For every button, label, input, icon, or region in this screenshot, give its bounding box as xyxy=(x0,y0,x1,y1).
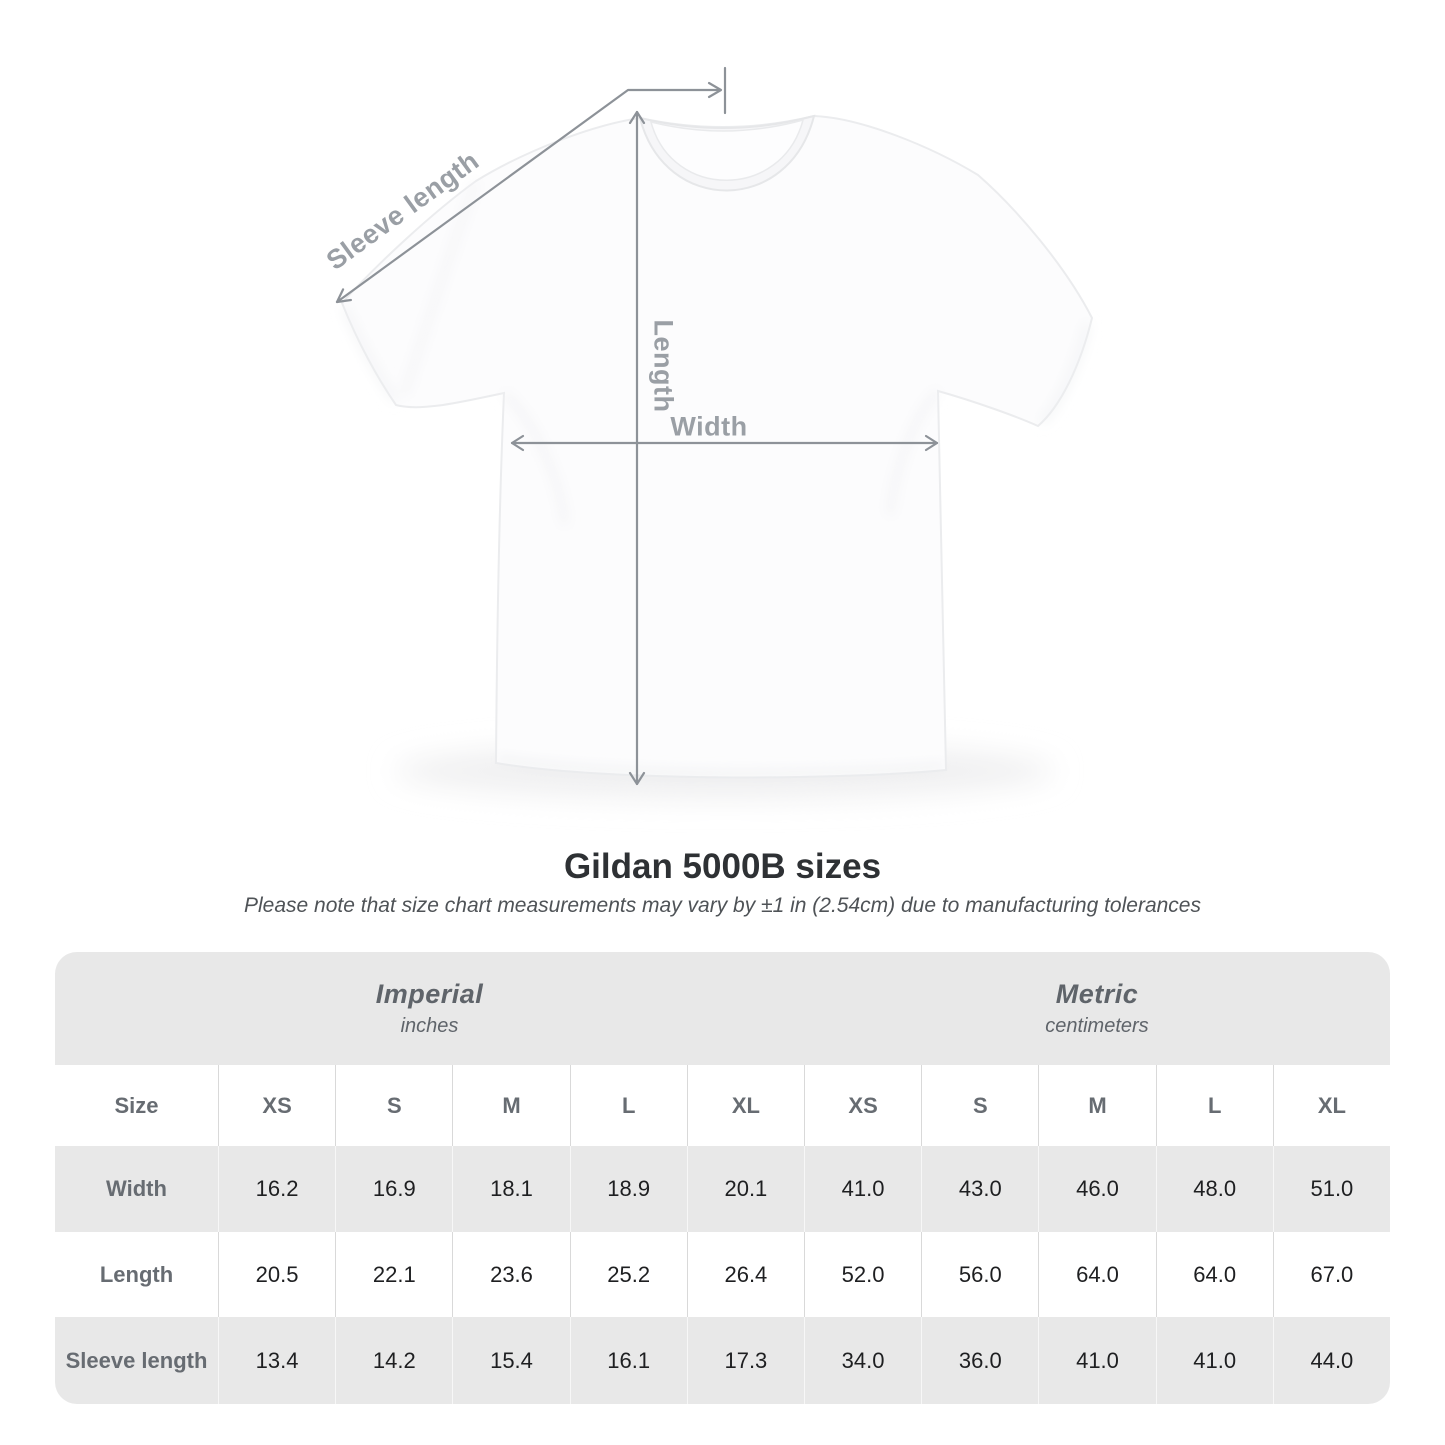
value-cell: 25.2 xyxy=(569,1232,687,1317)
width-arrowhead-right xyxy=(924,434,939,452)
size-header-imperial-l: L xyxy=(569,1065,687,1146)
value-cell: 20.5 xyxy=(218,1232,335,1317)
value-cell: 36.0 xyxy=(921,1317,1039,1404)
size-header-imperial-m: M xyxy=(452,1065,569,1146)
measurement-arrows xyxy=(335,66,939,786)
value-cell: 51.0 xyxy=(1272,1146,1390,1232)
value-cell: 22.1 xyxy=(335,1232,452,1317)
sleeve-arrowhead xyxy=(335,288,352,304)
length-arrowhead-top xyxy=(628,110,646,125)
length-arrowhead-bottom xyxy=(628,771,646,786)
size-column-header: Size xyxy=(114,1092,159,1118)
value-cell: 44.0 xyxy=(1272,1317,1390,1404)
length-label: Length xyxy=(648,319,679,413)
sleeve-length-arrow xyxy=(335,88,722,304)
value-cell: 41.0 xyxy=(1155,1317,1273,1404)
row-label-length: Length xyxy=(99,1261,174,1287)
value-cell: 41.0 xyxy=(803,1146,922,1232)
metric-header-group: Metric centimeters xyxy=(803,952,1390,1065)
tshirt-image xyxy=(335,66,1094,799)
width-label: Width xyxy=(670,411,748,442)
value-cell: 67.0 xyxy=(1272,1232,1390,1317)
metric-title: Metric xyxy=(1055,979,1139,1009)
value-cell: 64.0 xyxy=(1038,1232,1155,1317)
imperial-unit: inches xyxy=(400,1015,459,1037)
value-cell: 14.2 xyxy=(335,1317,453,1404)
size-chart-table: Imperial inches Metric centimeters Size … xyxy=(55,952,1390,1404)
imperial-title: Imperial xyxy=(375,979,484,1009)
sleeve-arrowhead-right xyxy=(707,81,723,99)
value-cell: 15.4 xyxy=(452,1317,570,1404)
row-label-width: Width xyxy=(55,1146,218,1232)
size-header-metric-l: L xyxy=(1155,1065,1273,1146)
value-cell: 46.0 xyxy=(1038,1146,1156,1232)
value-cell: 23.6 xyxy=(452,1232,569,1317)
value-cell: 43.0 xyxy=(921,1146,1039,1232)
size-header-imperial-xs: XS xyxy=(218,1065,335,1146)
imperial-header-group: Imperial inches xyxy=(55,952,804,1065)
value-cell: 16.1 xyxy=(569,1317,687,1404)
value-cell: 41.0 xyxy=(1038,1317,1156,1404)
tolerance-note: Please note that size chart measurements… xyxy=(244,894,1201,917)
value-cell: 34.0 xyxy=(803,1317,922,1404)
value-cell: 16.2 xyxy=(218,1146,336,1232)
value-cell: 52.0 xyxy=(803,1232,921,1317)
tshirt-collar-inner xyxy=(649,118,805,181)
page-title: Gildan 5000B sizes xyxy=(563,847,882,886)
size-header-metric-xl: XL xyxy=(1272,1065,1390,1146)
value-cell: 18.1 xyxy=(452,1146,570,1232)
value-cell: 26.4 xyxy=(686,1232,804,1317)
size-header-metric-s: S xyxy=(921,1065,1038,1146)
size-header-metric-xs: XS xyxy=(803,1065,921,1146)
value-cell: 17.3 xyxy=(686,1317,804,1404)
value-cell: 16.9 xyxy=(335,1146,453,1232)
size-header-imperial-s: S xyxy=(335,1065,452,1146)
value-cell: 56.0 xyxy=(921,1232,1038,1317)
value-cell: 18.9 xyxy=(569,1146,687,1232)
size-header-metric-m: M xyxy=(1038,1065,1155,1146)
value-cell: 48.0 xyxy=(1155,1146,1273,1232)
width-arrowhead-left xyxy=(510,434,525,452)
value-cell: 20.1 xyxy=(686,1146,804,1232)
value-cell: 13.4 xyxy=(218,1317,336,1404)
row-label-sleeve-length: Sleeve length xyxy=(55,1317,218,1404)
metric-unit: centimeters xyxy=(1045,1015,1149,1037)
value-cell: 64.0 xyxy=(1155,1232,1273,1317)
size-header-imperial-xl: XL xyxy=(686,1065,804,1146)
